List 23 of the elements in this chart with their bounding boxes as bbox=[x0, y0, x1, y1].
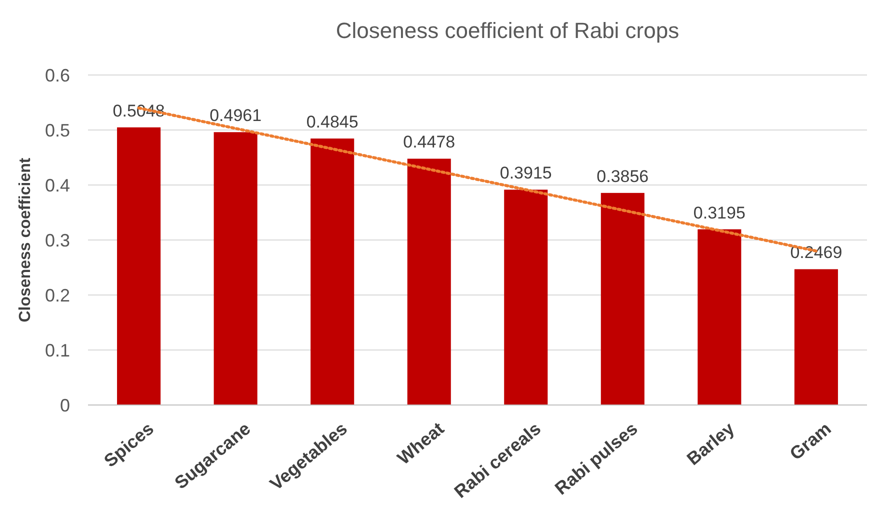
data-label: 0.3915 bbox=[500, 164, 552, 183]
bar bbox=[214, 132, 258, 405]
data-label: 0.4478 bbox=[403, 132, 456, 152]
data-label: 0.4845 bbox=[306, 112, 358, 132]
y-tick-label: 0.4 bbox=[44, 175, 70, 196]
bar bbox=[600, 192, 644, 405]
bar bbox=[310, 138, 354, 405]
y-tick-label: 0.5 bbox=[44, 120, 70, 140]
bar bbox=[698, 229, 742, 405]
y-tick-label: 0.3 bbox=[44, 230, 70, 250]
bar bbox=[794, 269, 838, 405]
bar bbox=[407, 158, 451, 405]
chart-title: Closeness coefficient of Rabi crops bbox=[336, 18, 680, 43]
y-axis-title: Closeness coefficient bbox=[17, 157, 34, 322]
y-tick-label: 0.1 bbox=[44, 340, 70, 360]
data-label: 0.3195 bbox=[693, 203, 746, 222]
y-tick-label: 0.2 bbox=[44, 285, 70, 306]
data-label: 0.3856 bbox=[596, 166, 649, 186]
bar bbox=[504, 190, 548, 405]
y-tick-label: 0.6 bbox=[44, 65, 70, 86]
bar bbox=[117, 127, 161, 405]
y-tick-label: 0 bbox=[60, 395, 70, 416]
data-label: 0.4961 bbox=[210, 106, 262, 126]
